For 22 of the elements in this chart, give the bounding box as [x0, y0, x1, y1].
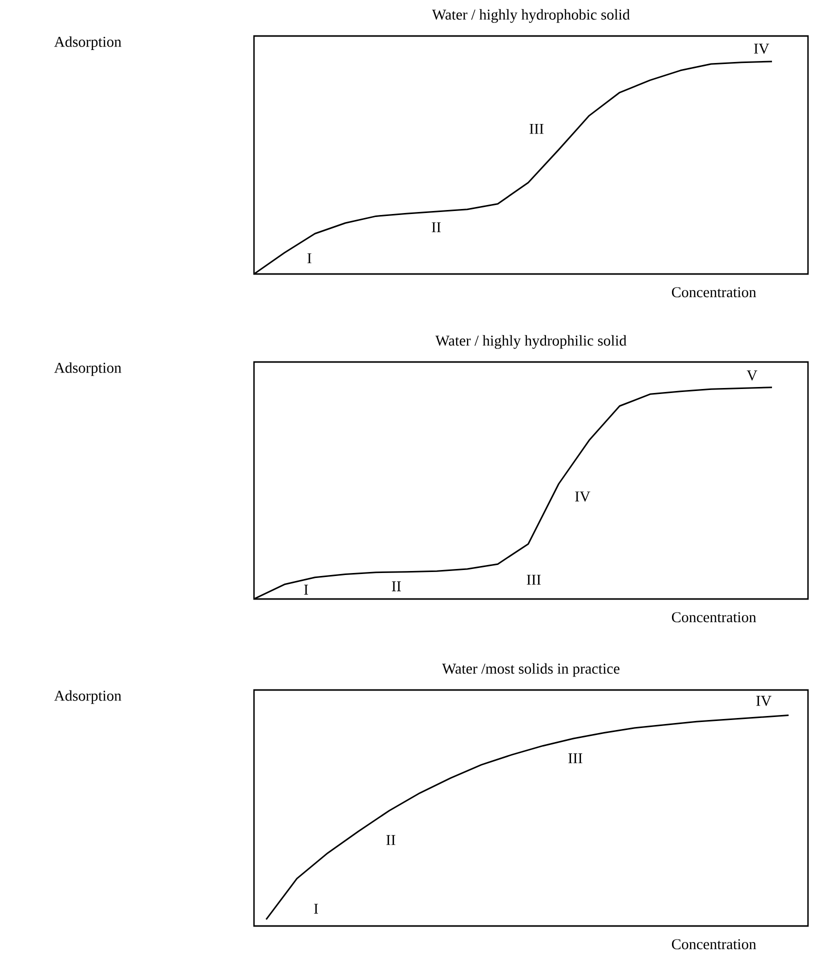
x-axis-title: Concentration [672, 612, 756, 622]
annotation: III [526, 574, 541, 585]
annotation: II [432, 222, 441, 232]
annotation: III [568, 753, 582, 764]
text: IV [754, 44, 770, 54]
annotation: I [304, 584, 308, 595]
annotation: II [392, 581, 401, 592]
annotation: III [530, 124, 544, 134]
y-axis-title: Adsorption [54, 362, 122, 376]
text: IV [756, 696, 772, 706]
annotation: I [307, 253, 312, 264]
y-axis-title: Adsorption [54, 690, 122, 704]
x-axis-title: Concentration [672, 939, 756, 950]
x-axis-title: Concentration [672, 287, 756, 298]
text: V [746, 370, 758, 381]
chart-title: Water / highly hydrophobic solid [432, 9, 630, 23]
annotation: IV [575, 492, 590, 502]
chart-title: Water /most solids in practice [442, 663, 620, 677]
annotation: I [314, 904, 318, 914]
y-axis-title: Adsorption [54, 36, 122, 50]
annotation: II [386, 835, 396, 845]
chart-title: Water / highly hydrophilic solid [435, 335, 626, 349]
